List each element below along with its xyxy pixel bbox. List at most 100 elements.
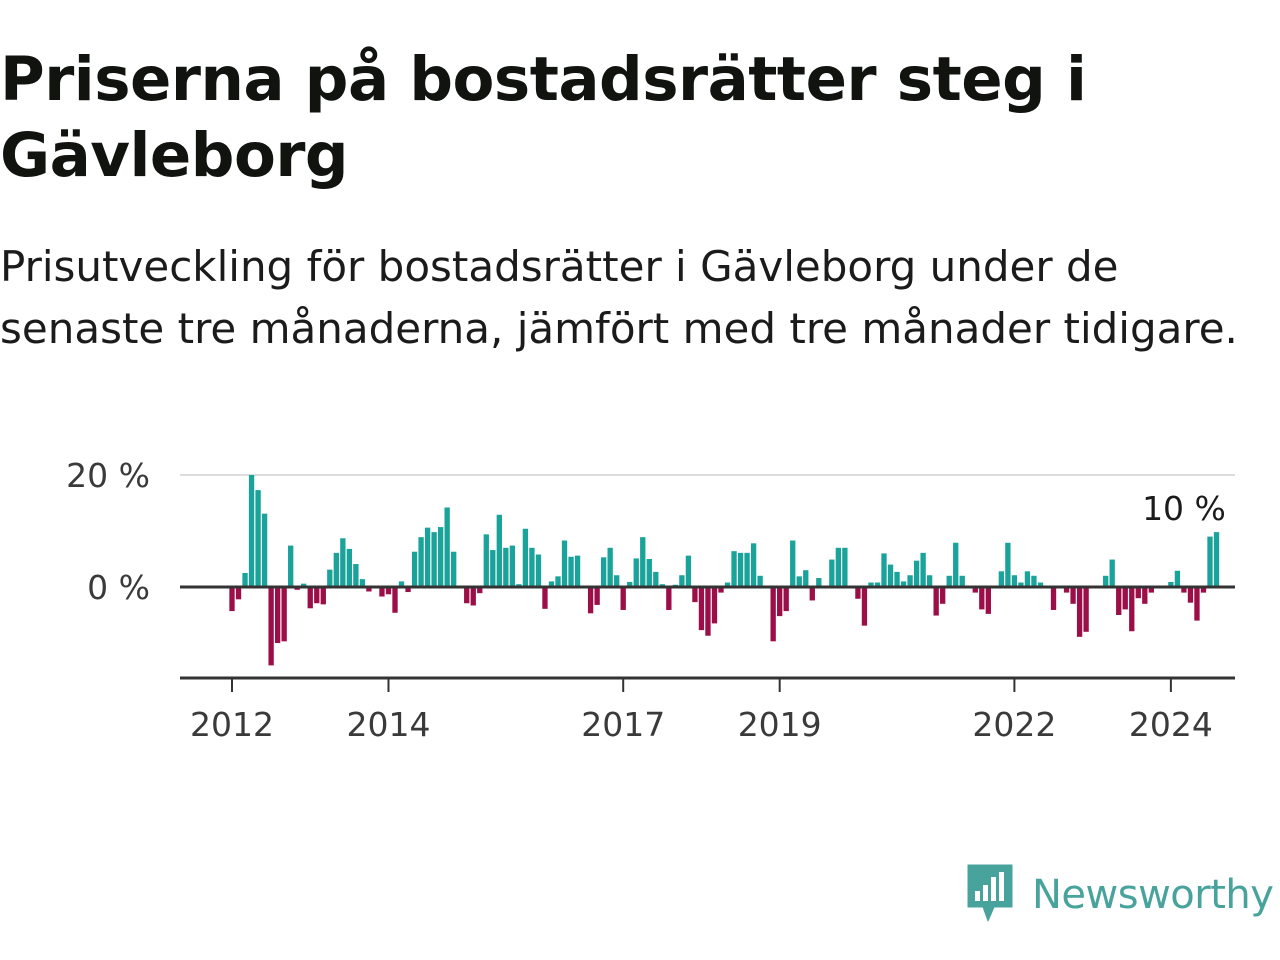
bar [705, 587, 711, 636]
bar [685, 555, 692, 587]
bar [750, 543, 757, 587]
bar [235, 587, 242, 600]
bar [359, 579, 366, 587]
bar [1018, 582, 1024, 587]
bar [1181, 587, 1187, 593]
bar [379, 587, 385, 597]
bar [855, 587, 861, 599]
bar [1213, 532, 1220, 587]
bar [574, 555, 581, 587]
bar [301, 583, 307, 587]
bar [620, 587, 626, 610]
bar [385, 587, 392, 595]
y-tick-label: 0 % [87, 568, 150, 607]
bar [470, 587, 476, 606]
bar [1174, 570, 1181, 587]
bar-chart: 20 % 0 % 2012 2014 2017 2019 2022 2024 10 % [66, 456, 1235, 744]
bar [953, 542, 959, 587]
x-tick-label: 2022 [972, 705, 1056, 744]
bar [444, 507, 450, 587]
bar [274, 587, 281, 643]
bar [1083, 587, 1089, 632]
bar [548, 581, 555, 587]
bar [366, 587, 372, 592]
bar [353, 564, 359, 587]
bar [998, 571, 1005, 587]
bar [979, 587, 985, 610]
bar [777, 587, 783, 617]
bar [594, 587, 600, 605]
bar [255, 490, 261, 587]
bar [881, 553, 887, 587]
bar [933, 587, 939, 616]
bar [542, 587, 548, 609]
bar [627, 581, 633, 587]
bar [1103, 575, 1109, 587]
bar [1037, 582, 1044, 587]
bar [1063, 587, 1070, 593]
bar [607, 547, 613, 587]
bar [555, 576, 561, 587]
bar [907, 575, 913, 587]
bar [829, 559, 835, 587]
bar [946, 575, 952, 587]
bar [587, 587, 594, 614]
bar [418, 537, 424, 587]
bar [874, 582, 881, 587]
bar [1031, 575, 1037, 587]
bar [757, 575, 763, 587]
bar [242, 573, 248, 587]
bar [327, 569, 333, 587]
bar [561, 540, 568, 587]
bar [640, 537, 646, 587]
bar [1135, 587, 1141, 599]
bar [529, 547, 535, 587]
bar [972, 587, 978, 593]
x-tick-label: 2024 [1129, 705, 1213, 744]
bar [783, 587, 789, 612]
bar [1116, 587, 1122, 615]
bar [333, 552, 339, 587]
bar [835, 547, 842, 587]
bar [698, 587, 705, 631]
bar [803, 570, 809, 587]
bar [1076, 587, 1083, 637]
bar [1024, 571, 1031, 587]
bar [718, 587, 724, 593]
bar [809, 587, 815, 601]
bar [1050, 587, 1057, 610]
bar [1168, 581, 1174, 587]
bar [1109, 559, 1115, 587]
bar [790, 540, 796, 587]
bar [731, 551, 737, 587]
brand-logo[interactable]: Newsworthy [964, 862, 1274, 928]
bar [796, 576, 802, 587]
bar [307, 587, 313, 609]
bar [522, 528, 529, 587]
bar [424, 527, 431, 587]
bar [320, 587, 326, 605]
bar [985, 587, 991, 614]
bar [340, 538, 346, 587]
bar [679, 575, 685, 587]
bar [392, 587, 398, 613]
chart-title: Priserna på bostadsrätter steg i Gävlebo… [0, 44, 1087, 191]
bar [770, 587, 776, 642]
bar [920, 552, 926, 587]
bar [437, 527, 444, 587]
bar [1207, 536, 1213, 587]
bar [268, 587, 274, 666]
bar [724, 582, 731, 587]
bar [248, 475, 255, 587]
brand-name: Newsworthy [1032, 872, 1274, 918]
bar [1187, 587, 1194, 603]
bar [496, 514, 502, 587]
bar [940, 587, 946, 604]
bar [861, 587, 868, 626]
bar [926, 575, 933, 587]
bar [483, 534, 489, 587]
bar [314, 587, 320, 604]
bar [646, 559, 652, 587]
bar [405, 587, 411, 593]
x-tick-label: 2017 [581, 705, 665, 744]
